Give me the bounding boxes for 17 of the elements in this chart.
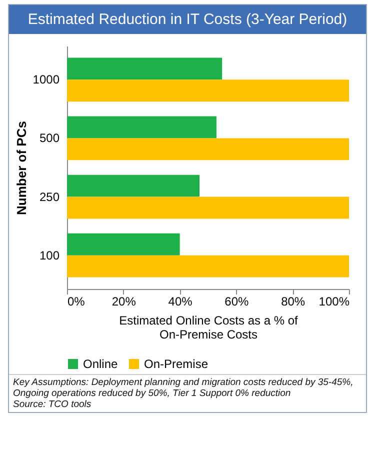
x-tick-label: 0%: [68, 294, 86, 308]
x-axis-title: Estimated Online Costs as a % of On-Premise Costs: [119, 314, 299, 342]
legend-label: On-Premise: [144, 357, 208, 371]
x-tick-label: 20%: [112, 294, 136, 308]
y-tick-label: 250: [39, 190, 60, 204]
legend-label: Online: [83, 357, 118, 371]
y-tick-label: 1000: [32, 72, 60, 87]
source-note: Source: TCO tools: [13, 399, 92, 410]
chart-title: Estimated Reduction in IT Costs (3-Year Period): [9, 5, 366, 34]
text: Key Assumptions: Deployment planning and migration costs reduced by 35-45%, Ongoing operations reduced by 50%, Tier 1 Support 0% reduction: [13, 377, 354, 399]
y-tick-label: 500: [39, 131, 60, 146]
x-tick-label: 60%: [224, 294, 250, 308]
y-tick-label: 100: [39, 248, 60, 262]
y-axis-title: Number of PCs: [14, 121, 29, 215]
x-tick-label: 80%: [281, 294, 306, 308]
x-tick-label: 100%: [318, 294, 350, 308]
x-tick-label: 40%: [168, 294, 193, 308]
